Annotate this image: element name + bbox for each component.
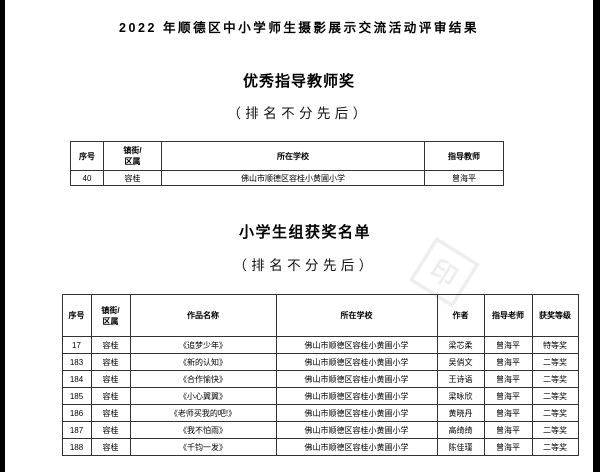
svg-text:印: 印: [425, 253, 463, 292]
